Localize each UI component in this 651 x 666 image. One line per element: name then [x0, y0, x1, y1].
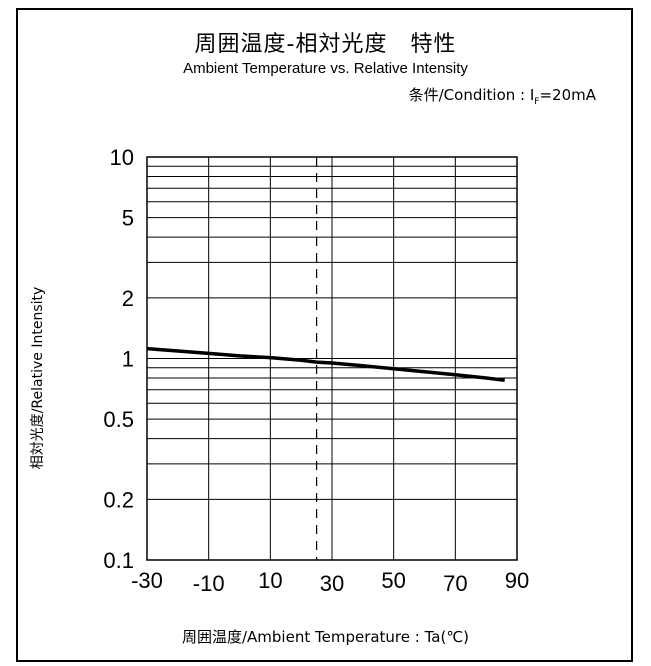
- condition-prefix: 条件/Condition : I: [408, 86, 535, 104]
- series-layer: [146, 346, 505, 382]
- y-tick-label: 5: [122, 206, 134, 231]
- x-tick-label: -10: [193, 571, 225, 596]
- y-tick-label: 0.5: [103, 407, 134, 432]
- x-axis-label: 周囲温度/Ambient Temperature : Ta(℃): [181, 628, 470, 646]
- tick-label-layer: -30 -10 10 30 50 70 90 10 5 2 1 0.5 0.2 0.1: [103, 145, 529, 596]
- x-tick-label: 10: [258, 568, 282, 593]
- x-tick-label: 90: [505, 568, 529, 593]
- y-tick-label: 2: [122, 286, 134, 311]
- series-line: [146, 346, 505, 382]
- x-tick-label: 30: [320, 571, 344, 596]
- condition-suffix: =20mA: [539, 86, 596, 104]
- x-tick-label: -30: [131, 568, 163, 593]
- chart-subtitle: Ambient Temperature vs. Relative Intensi…: [183, 60, 468, 77]
- y-tick-label: 10: [110, 145, 134, 170]
- condition-subscript: F: [534, 97, 540, 107]
- x-tick-label: 70: [443, 571, 467, 596]
- y-tick-label: 0.2: [103, 487, 134, 512]
- y-tick-label: 0.1: [103, 548, 134, 573]
- y-tick-label: 1: [122, 347, 134, 372]
- x-tick-label: 50: [381, 568, 405, 593]
- chart-title: 周囲温度-相対光度 特性: [194, 32, 457, 57]
- figure-frame: [16, 8, 633, 662]
- test-condition: 条件/Condition : IF=20mA: [409, 84, 596, 107]
- plot-border: [146, 156, 518, 561]
- grid-layer: [146, 156, 518, 561]
